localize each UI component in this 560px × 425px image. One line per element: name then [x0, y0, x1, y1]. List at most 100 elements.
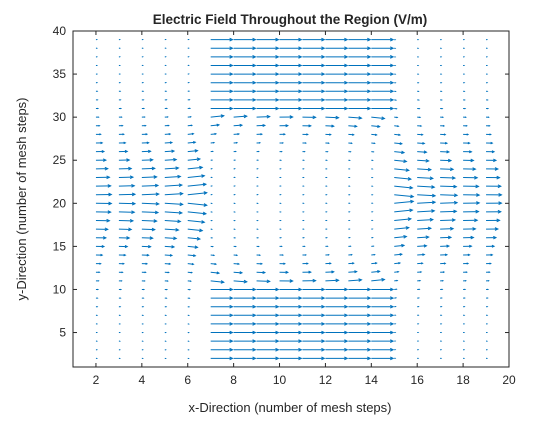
field-arrow [188, 281, 191, 282]
field-arrow [165, 117, 168, 118]
field-arrow [463, 108, 465, 109]
field-arrow [325, 254, 328, 255]
field-arrow [486, 289, 488, 290]
field-arrow [348, 246, 350, 247]
field-arrow [348, 143, 351, 144]
x-tick-label: 20 [502, 373, 516, 387]
field-arrow [394, 117, 397, 118]
field-arrow [96, 117, 99, 118]
field-arrow [440, 272, 444, 273]
field-arrow [302, 255, 305, 256]
field-arrow [188, 108, 190, 109]
field-arrow [325, 143, 328, 144]
field-arrow [96, 289, 98, 290]
field-arrow [302, 246, 304, 247]
x-tick-label: 6 [184, 373, 191, 387]
field-arrow [371, 246, 373, 247]
x-tick-label: 14 [365, 373, 379, 387]
field-arrow [96, 272, 100, 273]
x-tick-label: 4 [138, 373, 145, 387]
field-arrow [463, 272, 467, 273]
field-arrow [234, 142, 237, 143]
field-arrow [96, 134, 101, 135]
field-arrow [96, 281, 99, 282]
field-arrow [440, 125, 444, 126]
y-tick-label: 40 [53, 24, 67, 38]
y-tick-label: 20 [53, 196, 67, 210]
field-arrow [142, 117, 145, 118]
x-tick-label: 8 [230, 373, 237, 387]
field-arrow [142, 281, 145, 282]
x-axis-label: x-Direction (number of mesh steps) [188, 400, 391, 415]
field-arrow [211, 151, 213, 152]
field-arrow [119, 289, 121, 290]
field-arrow [257, 255, 260, 256]
y-tick-label: 30 [53, 110, 67, 124]
field-arrow [302, 143, 305, 144]
field-arrow [234, 246, 236, 247]
field-arrow [486, 272, 490, 273]
field-arrow [440, 289, 442, 290]
field-arrow [142, 272, 146, 273]
field-arrow [440, 280, 443, 281]
field-arrow [486, 263, 491, 264]
field-arrow [165, 289, 167, 290]
field-arrow [96, 108, 98, 109]
field-arrow [417, 280, 420, 281]
field-arrow [486, 108, 488, 109]
x-tick-label: 18 [456, 373, 470, 387]
x-tick-label: 12 [319, 373, 333, 387]
plot-area [73, 31, 509, 367]
field-arrow [371, 151, 373, 152]
field-arrow [280, 246, 282, 247]
x-tick-label: 10 [273, 373, 287, 387]
field-arrow [440, 117, 443, 118]
field-arrow [257, 142, 260, 143]
field-arrow [417, 108, 419, 109]
field-arrow [142, 289, 144, 290]
field-arrow [119, 125, 123, 126]
field-arrow [188, 289, 190, 290]
field-arrow [417, 289, 419, 290]
field-arrow [325, 151, 327, 152]
field-arrow [486, 280, 489, 281]
field-arrow [119, 272, 123, 273]
field-arrow [96, 263, 101, 264]
y-tick-label: 15 [53, 239, 67, 253]
field-arrow [165, 281, 168, 282]
y-tick-label: 35 [53, 67, 67, 81]
field-arrow [463, 280, 466, 281]
field-arrow [394, 289, 396, 290]
field-arrow [119, 108, 121, 109]
field-arrow [302, 151, 304, 152]
field-arrow [165, 108, 167, 109]
chart-title: Electric Field Throughout the Region (V/… [153, 12, 428, 27]
field-arrow [486, 125, 490, 126]
field-arrow [280, 143, 283, 144]
field-arrow [463, 289, 465, 290]
field-arrow [142, 125, 146, 126]
field-arrow [119, 281, 122, 282]
field-arrow [486, 134, 491, 135]
field-arrow [394, 108, 396, 109]
field-arrow [417, 117, 420, 118]
field-arrow [463, 117, 466, 118]
y-tick-label: 5 [59, 326, 66, 340]
field-arrow [96, 125, 100, 126]
field-arrow [234, 151, 236, 152]
field-arrow [142, 108, 144, 109]
x-tick-label: 2 [93, 373, 100, 387]
y-tick-label: 10 [53, 282, 67, 296]
field-arrow [188, 117, 191, 118]
field-arrow [325, 246, 327, 247]
field-arrow [234, 255, 237, 256]
field-arrow [211, 246, 213, 247]
field-arrow [280, 255, 283, 256]
field-arrow [257, 151, 259, 152]
field-arrow [463, 125, 467, 126]
field-arrow [280, 151, 282, 152]
x-tick-label: 16 [411, 373, 425, 387]
field-arrow [486, 117, 489, 118]
field-arrow [394, 280, 397, 281]
